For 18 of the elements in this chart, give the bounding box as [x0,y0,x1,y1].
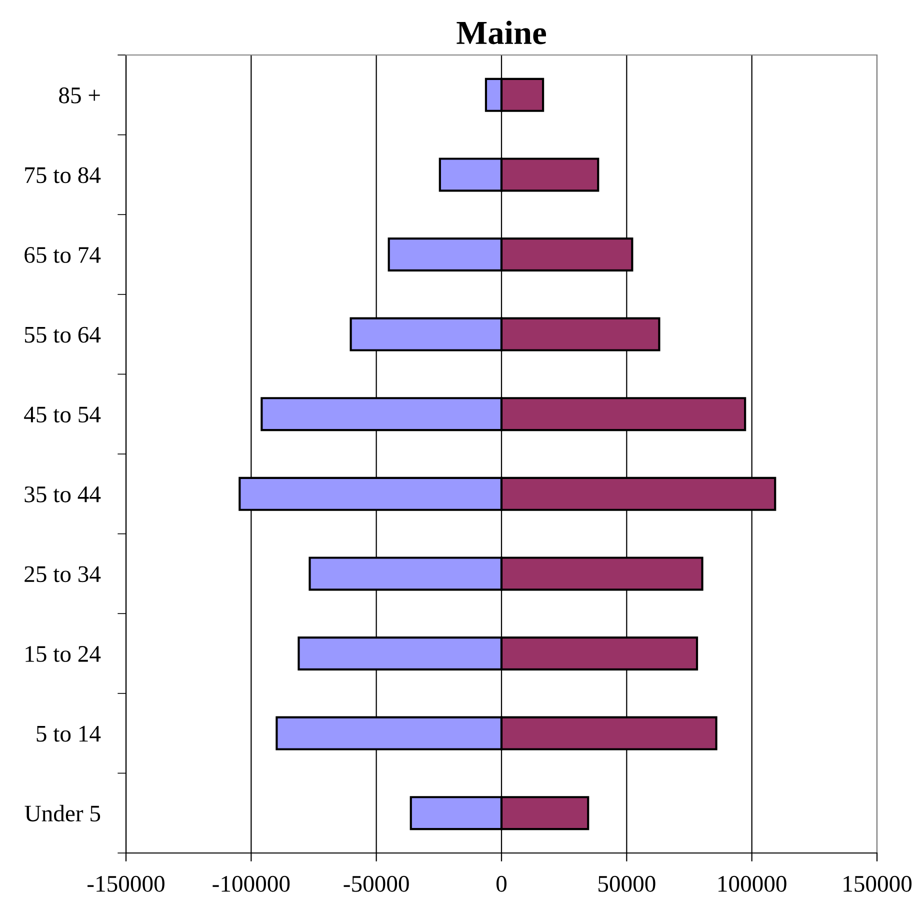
x-tick-label: 0 [496,876,507,892]
x-tick-label: 50000 [598,876,656,892]
y-tick-label: 5 to 14 [36,726,101,742]
x-tick-label: 100000 [718,876,786,892]
x-tick-label: -150000 [88,876,164,892]
y-tick-label: 55 to 64 [24,326,101,343]
chart-title: Maine [456,20,546,44]
y-tick-label: 75 to 84 [25,167,101,184]
y-tick-label: 15 to 24 [26,646,101,662]
x-tick-label: -100000 [212,876,290,892]
y-tick-label: 25 to 34 [24,566,101,582]
y-tick-label: Under 5 [24,804,100,822]
y-tick-label: 85 + [59,87,100,104]
x-tick-label: -50000 [344,876,409,892]
y-tick-label: 65 to 74 [24,247,101,263]
y-tick-label: 35 to 44 [24,486,101,502]
y-tick-label: 45 to 54 [24,406,101,423]
x-tick-label: 150000 [844,876,912,892]
